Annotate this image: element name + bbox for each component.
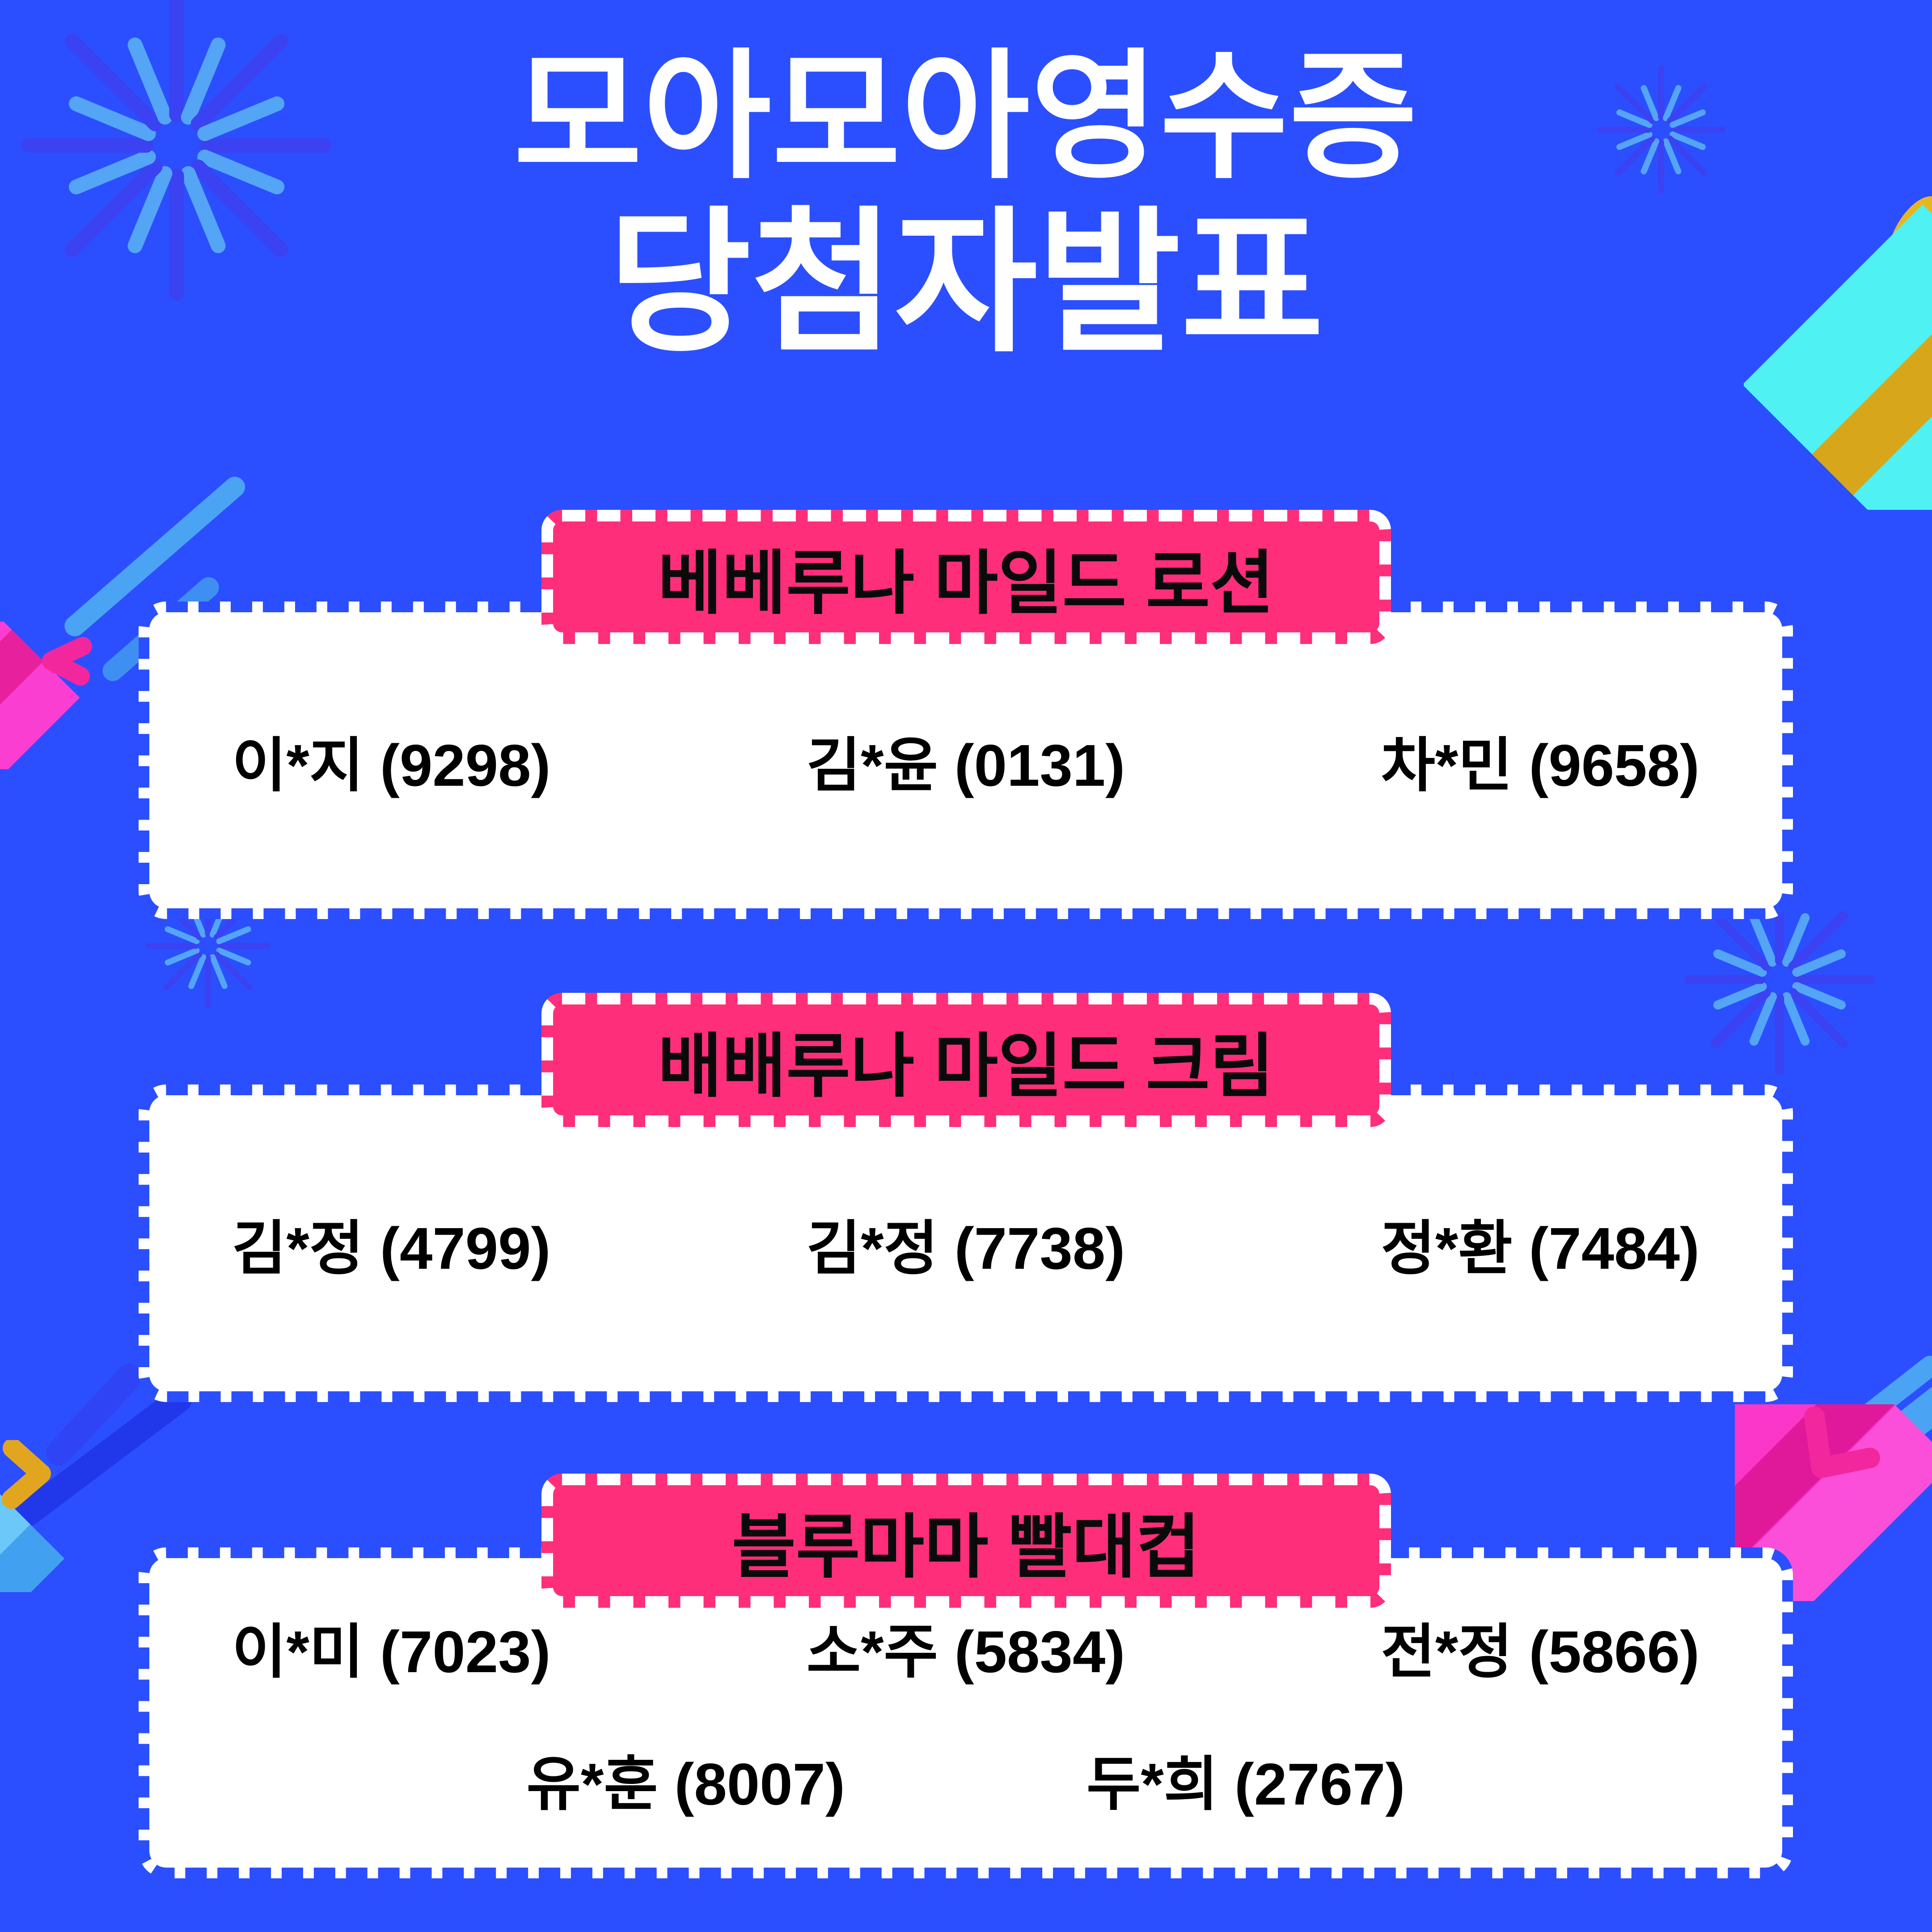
gift-box-icon [0,1440,65,1592]
winners-box-cream: 김*정 (4799) 김*정 (7738) 정*환 (7484) [139,1085,1793,1402]
winner-row: 유*훈 (8007) 두*희 (2767) [203,1737,1729,1822]
winner-entry: 소*주 (5834) [806,1618,1125,1685]
winner-entry: 유*훈 (8007) [526,1751,846,1817]
page-title: 모아모아영수증 당첨자발표 [0,45,1932,364]
winner-entry: 전*정 (5866) [1381,1618,1700,1685]
gift-box-icon [1735,1404,1932,1601]
winner-entry: 정*환 (7484) [1381,1215,1700,1281]
winner-entry: 이*지 (9298) [232,732,551,798]
winner-entry: 이*미 (7023) [232,1618,551,1685]
winners-box-lotion: 이*지 (9298) 김*윤 (0131) 차*민 (9658) [139,602,1793,919]
winner-entry: 차*민 (9658) [1381,732,1700,798]
title-line-1: 모아모아영수증 [513,39,1419,195]
winner-entry: 두*희 (2767) [1086,1751,1405,1817]
winner-entry: 김*정 (4799) [232,1215,551,1281]
winner-entry: 김*정 (7738) [806,1215,1125,1281]
title-line-2: 당첨자발표 [608,196,1324,370]
winner-row: 이*미 (7023) 소*주 (5834) 전*정 (5866) [203,1604,1729,1690]
gift-box-icon [1744,196,1932,510]
section-header-cream: 배배루나 마일드 크림 [541,993,1391,1127]
section-header-straw-cup: 블루마마 빨대컵 [541,1474,1391,1608]
section-header-lotion: 베베루나 마일드 로션 [541,510,1391,644]
gift-box-icon [0,622,92,769]
winner-entry: 김*윤 (0131) [806,732,1125,798]
